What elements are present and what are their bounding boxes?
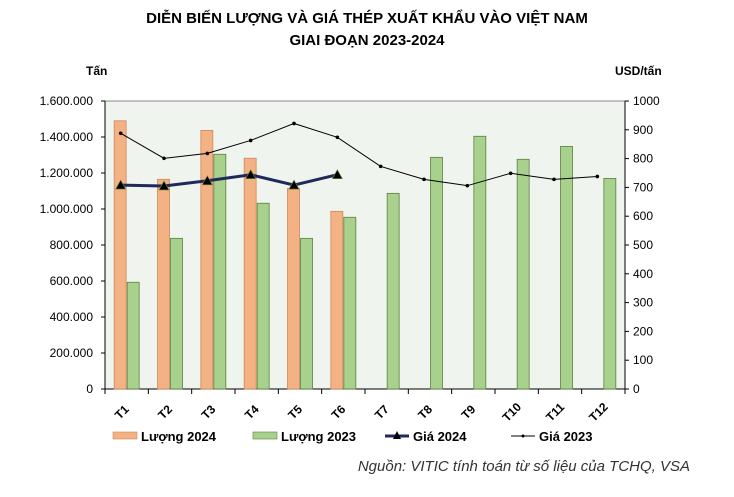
bar-Lượng-2023	[213, 153, 227, 390]
bar-Lượng-2023	[126, 281, 140, 390]
left-tick-label: 0	[86, 382, 93, 396]
right-tick-label: 300	[633, 296, 653, 310]
legend-label: Giá 2023	[539, 429, 593, 444]
marker-dot	[205, 151, 210, 156]
x-tick-label: T11	[543, 400, 567, 424]
left-tick-label: 1.400.000	[40, 130, 94, 144]
legend-marker-dot	[521, 434, 525, 438]
bar-Lượng-2023	[473, 135, 487, 390]
marker-dot	[292, 121, 296, 126]
x-tick-label: T9	[459, 402, 479, 422]
x-tick-label: T5	[285, 402, 305, 422]
right-tick-label: 600	[633, 209, 653, 223]
marker-dot	[335, 135, 340, 140]
marker-triangle	[245, 169, 257, 180]
bar-Lượng-2023	[430, 156, 443, 390]
right-tick-label: 1000	[633, 94, 660, 108]
marker-dot	[378, 164, 383, 169]
right-tick-label: 400	[633, 267, 653, 281]
right-axis-label: USD/tấn	[615, 64, 662, 78]
bar-Lượng-2023	[386, 192, 400, 390]
left-tick-label: 1.200.000	[40, 166, 94, 180]
bar-Lượng-2023	[300, 237, 313, 390]
left-tick-label: 400.000	[50, 310, 94, 324]
left-tick-label: 1.600.000	[40, 94, 94, 108]
bar-Lượng-2023	[170, 237, 183, 390]
right-tick-label: 0	[633, 382, 640, 396]
bar-Lượng-2023	[516, 158, 530, 390]
bar-Lượng-2024	[113, 120, 127, 390]
marker-dot	[552, 177, 556, 182]
left-tick-label: 600.000	[50, 274, 94, 288]
marker-triangle	[201, 175, 213, 186]
source-note: Nguồn: VITIC tính toán từ số liệu của TC…	[358, 458, 690, 475]
left-tick-label: 200.000	[50, 346, 94, 360]
x-tick-label: T8	[415, 402, 435, 422]
marker-triangle	[331, 169, 343, 180]
x-tick-label: T6	[329, 402, 349, 422]
bar-Lượng-2023	[256, 202, 270, 390]
x-tick-label: T3	[199, 402, 219, 422]
left-tick-label: 1.000.000	[40, 202, 94, 216]
left-tick-label: 800.000	[50, 238, 94, 252]
legend-swatch	[252, 431, 278, 440]
marker-triangle	[158, 180, 170, 191]
x-tick-label: T2	[155, 402, 175, 422]
marker-dot	[118, 131, 123, 136]
bar-Lượng-2023	[560, 145, 573, 390]
plot-area	[104, 100, 626, 390]
right-tick-label: 900	[633, 123, 653, 137]
chart-title-line1: DIỄN BIẾN LƯỢNG VÀ GIÁ THÉP XUẤT KHẨU VÀ…	[146, 9, 588, 27]
line-Giá-2024	[120, 173, 338, 188]
x-tick-label: T1	[112, 402, 132, 422]
bar-Lượng-2024	[243, 157, 257, 390]
legend-marker-triangle	[393, 431, 401, 439]
right-tick-label: 500	[633, 238, 653, 252]
legend-label: Lượng 2023	[281, 429, 356, 444]
legend-label: Giá 2024	[413, 429, 467, 444]
left-axis-label: Tấn	[86, 64, 107, 78]
x-tick-label: T4	[242, 402, 262, 422]
bar-Lượng-2023	[603, 177, 617, 390]
marker-dot	[465, 183, 470, 188]
bar-Lượng-2024	[330, 210, 344, 390]
marker-dot	[162, 156, 166, 161]
marker-dot	[422, 177, 426, 182]
bar-Lượng-2024	[157, 178, 170, 390]
right-tick-label: 200	[633, 324, 653, 338]
marker-triangle	[115, 179, 127, 190]
bar-Lượng-2024	[200, 129, 214, 390]
bar-Lượng-2024	[287, 187, 300, 390]
x-tick-label: T12	[586, 400, 611, 425]
marker-triangle	[288, 179, 300, 190]
right-tick-label: 800	[633, 152, 653, 166]
marker-dot	[508, 171, 513, 176]
chart-title-line2: GIAI ĐOẠN 2023-2024	[289, 32, 445, 49]
line-Giá-2023	[120, 122, 598, 187]
right-tick-label: 100	[633, 353, 653, 367]
legend-swatch	[112, 431, 138, 440]
x-tick-label: T10	[500, 400, 525, 425]
legend-label: Lượng 2024	[141, 429, 217, 444]
marker-dot	[595, 174, 600, 179]
bar-Lượng-2023	[343, 216, 357, 390]
x-tick-label: T7	[372, 402, 392, 422]
right-tick-label: 700	[633, 180, 653, 194]
marker-dot	[248, 138, 253, 143]
